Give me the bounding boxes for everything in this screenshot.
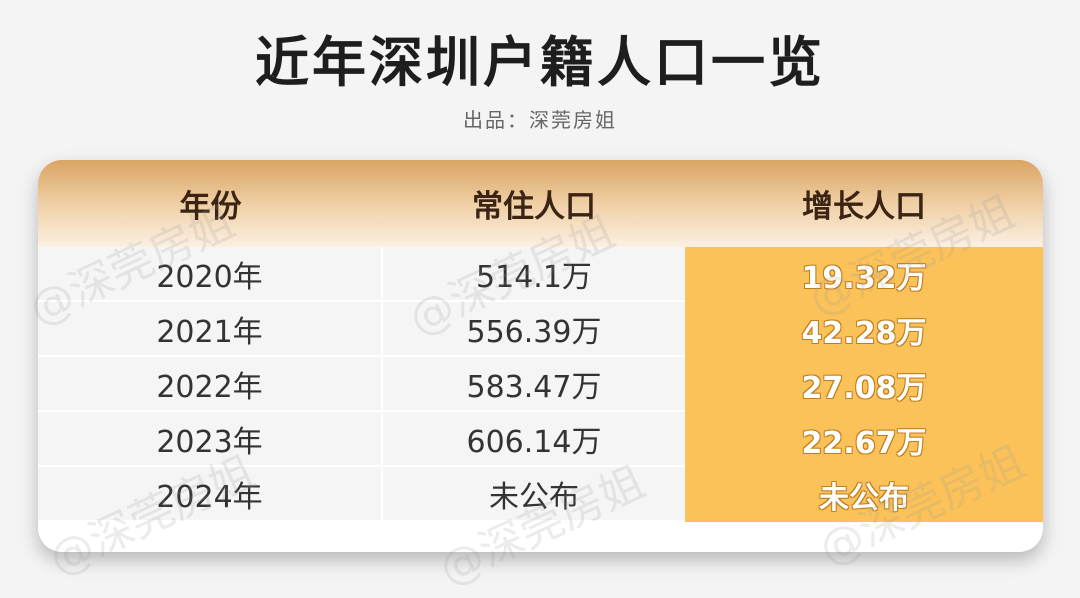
- cell-growth: 19.32万: [685, 247, 1043, 302]
- cell-resident: 556.39万: [383, 302, 685, 357]
- table-row: 2020年 514.1万 19.32万: [38, 247, 1043, 302]
- table-row: 2022年 583.47万 27.08万: [38, 357, 1043, 412]
- cell-resident: 514.1万: [383, 247, 685, 302]
- table-header: 年份 常住人口 增长人口: [38, 160, 1043, 247]
- page-subtitle: 出品：深莞房姐: [463, 108, 617, 132]
- population-table: 年份 常住人口 增长人口 2020年 514.1万 19.32万 2021年 556.3…: [38, 160, 1043, 552]
- cell-resident: 606.14万: [383, 412, 685, 467]
- table-row: 2024年 未公布 未公布: [38, 467, 1043, 522]
- cell-year: 2021年: [38, 302, 383, 357]
- header-growth: 增长人口: [802, 189, 926, 225]
- cell-year: 2022年: [38, 357, 383, 412]
- header-year: 年份: [179, 189, 242, 225]
- cell-growth: 27.08万: [685, 357, 1043, 412]
- cell-growth: 未公布: [685, 467, 1043, 522]
- cell-growth: 22.67万: [685, 412, 1043, 467]
- cell-resident: 未公布: [383, 467, 685, 522]
- page-title: 近年深圳户籍人口一览: [255, 31, 825, 94]
- cell-year: 2023年: [38, 412, 383, 467]
- table-row: 2023年 606.14万 22.67万: [38, 412, 1043, 467]
- table-body: 2020年 514.1万 19.32万 2021年 556.39万 42.28万 2022年…: [38, 247, 1043, 522]
- cell-resident: 583.47万: [383, 357, 685, 412]
- cell-year: 2024年: [38, 467, 383, 522]
- cell-growth: 42.28万: [685, 302, 1043, 357]
- cell-year: 2020年: [38, 247, 383, 302]
- table-row: 2021年 556.39万 42.28万: [38, 302, 1043, 357]
- header-resident: 常住人口: [472, 189, 596, 225]
